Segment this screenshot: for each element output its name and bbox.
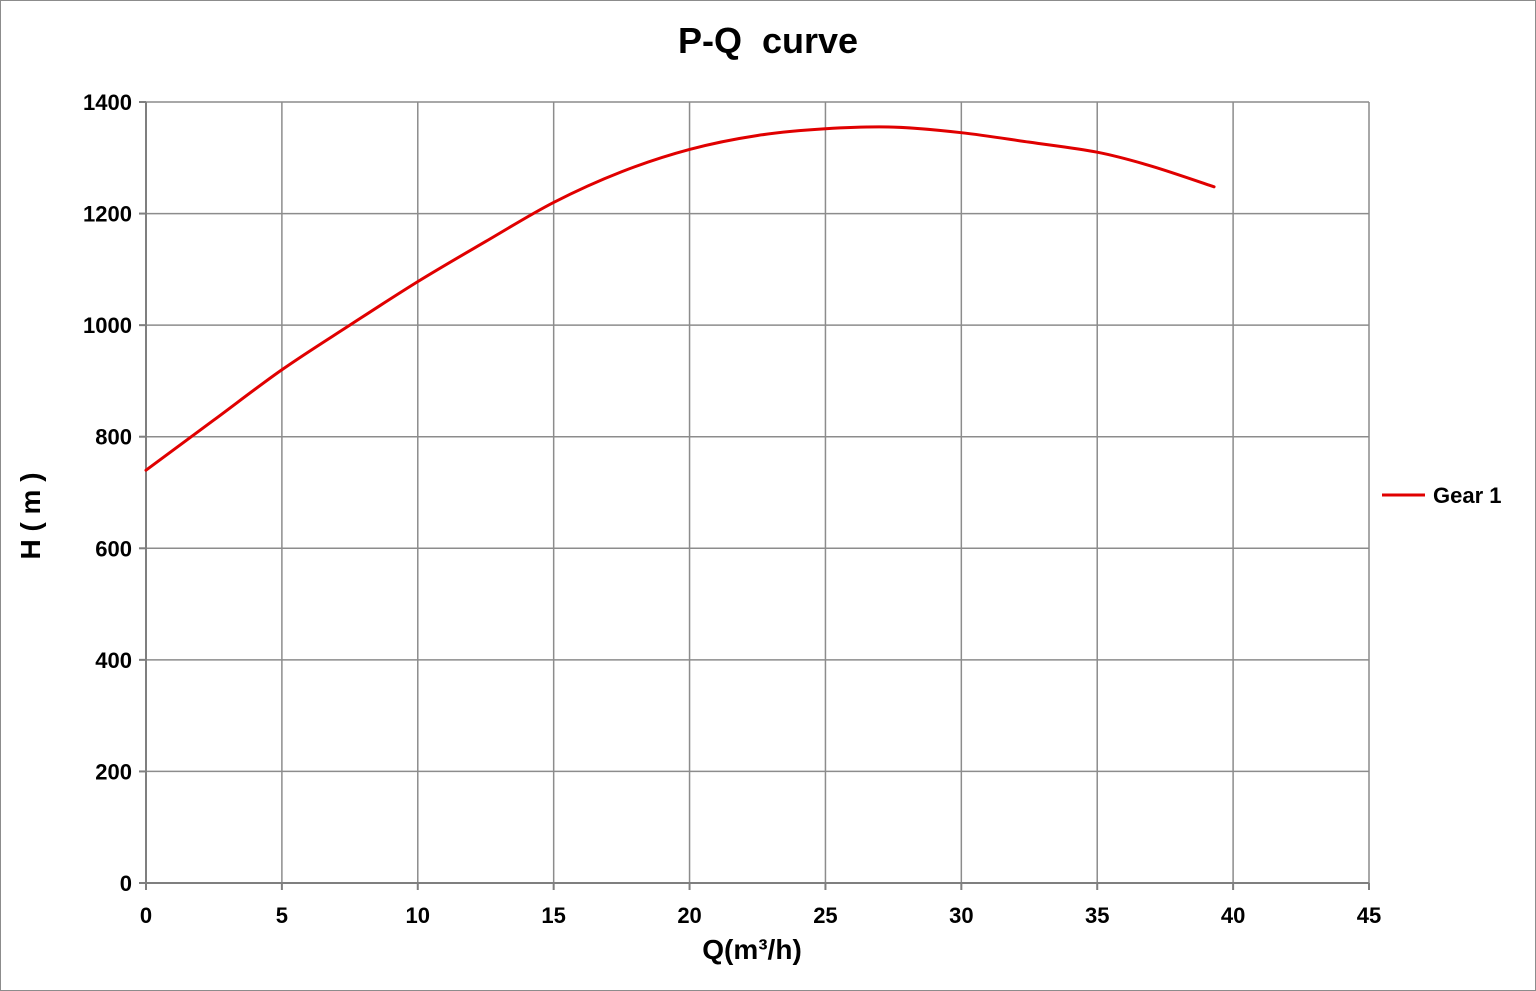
y-tick-label: 800 <box>95 425 132 450</box>
x-tick-label: 5 <box>276 903 288 928</box>
series-group <box>144 125 1216 472</box>
legend: Gear 1 <box>1382 483 1502 508</box>
y-tick-label: 1200 <box>83 202 132 227</box>
x-tick-label: 25 <box>813 903 837 928</box>
x-tick-label: 20 <box>677 903 701 928</box>
y-tick-label: 400 <box>95 648 132 673</box>
y-tick-label: 600 <box>95 536 132 561</box>
y-tick-label: 1400 <box>83 90 132 115</box>
x-tick-label: 30 <box>949 903 973 928</box>
x-tick-label: 15 <box>541 903 565 928</box>
x-tick-label: 10 <box>406 903 430 928</box>
y-axis-title: H ( m ) <box>15 472 46 559</box>
x-tick-label: 35 <box>1085 903 1109 928</box>
legend-label: Gear 1 <box>1433 483 1502 508</box>
grid <box>145 101 1370 884</box>
y-tick-label: 0 <box>120 871 132 896</box>
x-tick-label: 45 <box>1357 903 1381 928</box>
series-line-gear-1 <box>144 125 1216 472</box>
axes <box>139 101 1370 890</box>
y-tick-label: 200 <box>95 759 132 784</box>
x-tick-label: 40 <box>1221 903 1245 928</box>
x-axis-title: Q(m³/h) <box>702 934 802 965</box>
x-tick-label: 0 <box>140 903 152 928</box>
y-tick-label: 1000 <box>83 313 132 338</box>
chart-title: P-Q curve <box>678 20 858 61</box>
y-tick-labels: 0 200 400 600 800 1000 1200 1400 <box>83 90 132 896</box>
x-tick-labels: 0 5 10 15 20 25 30 35 40 45 <box>140 903 1381 928</box>
